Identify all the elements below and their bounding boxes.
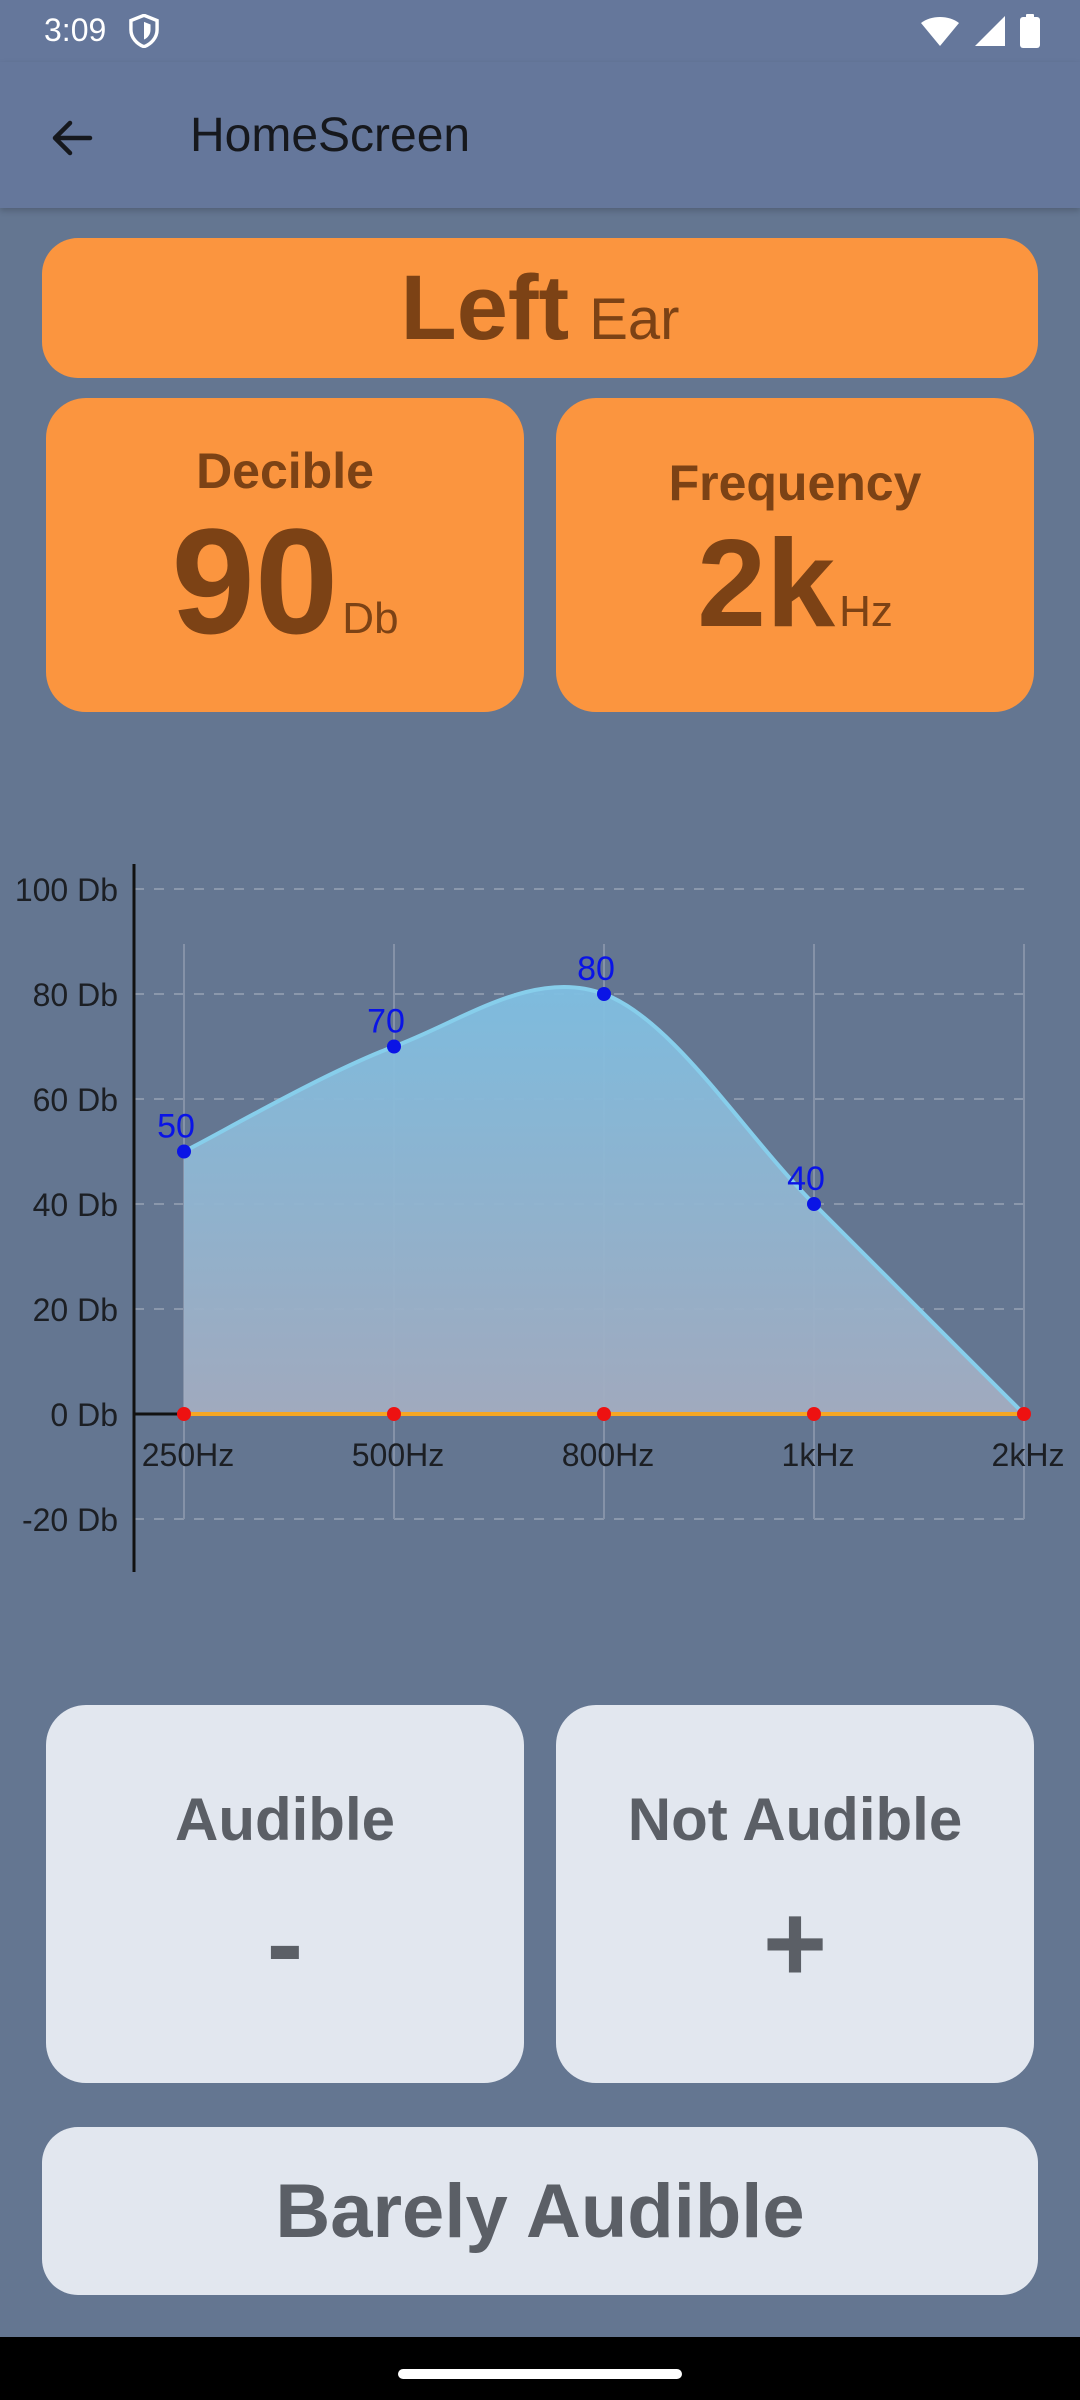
x-tick-label: 250Hz [142, 1437, 235, 1473]
data-label: 50 [157, 1108, 195, 1146]
decibel-value-row: 90 Db [46, 506, 524, 656]
hearing-chart-svg: 100 Db 80 Db 60 Db 40 Db 20 Db 0 Db -20 Db 50 70… [15, 864, 1065, 1572]
status-icons [920, 14, 1040, 48]
data-point [387, 1039, 401, 1054]
baseline-point [597, 1407, 611, 1421]
data-label: 80 [577, 950, 615, 988]
frequency-value-row: 2k Hz [556, 522, 1034, 646]
minus-icon: - [266, 1882, 304, 2005]
ear-banner: Left Ear [42, 238, 1038, 378]
baseline-point [1017, 1407, 1031, 1421]
status-time: 3:09 [44, 12, 107, 48]
battery-icon [1020, 14, 1040, 48]
app-bar: HomeScreen [0, 62, 1080, 208]
hearing-chart: 100 Db 80 Db 60 Db 40 Db 20 Db 0 Db -20 Db 50 70… [0, 850, 1080, 1590]
shield-icon [129, 14, 159, 48]
signal-icon [975, 16, 1005, 46]
frequency-label: Frequency [668, 455, 922, 511]
ear-word: Ear [589, 287, 680, 352]
navigation-bar [0, 2337, 1080, 2400]
data-label: 70 [367, 1003, 405, 1041]
x-tick-label: 2kHz [992, 1437, 1065, 1473]
frequency-unit: Hz [839, 587, 893, 636]
barely-audible-button[interactable]: Barely Audible [42, 2127, 1038, 2295]
y-tick-label: 40 Db [33, 1187, 118, 1223]
app-title: HomeScreen [190, 109, 471, 162]
data-point [177, 1144, 191, 1159]
y-tick-label: 100 Db [15, 872, 118, 908]
series-line [183, 984, 1026, 1416]
decibel-label: Decible [196, 443, 374, 499]
audible-button[interactable]: Audible - [46, 1705, 524, 2083]
audible-label: Audible [175, 1786, 395, 1853]
not-audible-label: Not Audible [627, 1786, 963, 1853]
decibel-unit: Db [342, 594, 399, 643]
baseline-point [387, 1407, 401, 1421]
y-tick-label: 0 Db [50, 1397, 118, 1433]
x-tick-label: 500Hz [352, 1437, 445, 1473]
data-label: 40 [787, 1160, 825, 1198]
y-tick-label: 80 Db [33, 977, 118, 1013]
status-bar: 3:09 [0, 0, 1080, 62]
series-area [184, 986, 1024, 1414]
not-audible-button[interactable]: Not Audible + [556, 1705, 1034, 2083]
decibel-card: Decible 90 Db [46, 398, 524, 712]
frequency-value: 2k [697, 515, 836, 653]
y-tick-label: 20 Db [33, 1292, 118, 1328]
x-tick-label: 800Hz [562, 1437, 655, 1473]
y-tick-label: 60 Db [33, 1082, 118, 1118]
back-button[interactable] [36, 102, 108, 174]
y-tick-label: -20 Db [22, 1502, 118, 1538]
ear-side: Left [400, 257, 570, 359]
frequency-card: Frequency 2k Hz [556, 398, 1034, 712]
home-handle[interactable] [398, 2369, 682, 2379]
baseline-point [807, 1407, 821, 1421]
data-point [807, 1197, 821, 1211]
data-point [597, 987, 611, 1001]
decibel-value: 90 [171, 497, 339, 665]
x-tick-label: 1kHz [782, 1437, 855, 1473]
plus-icon: + [762, 1882, 828, 2005]
arrow-back-icon [52, 120, 93, 156]
wifi-icon [921, 17, 959, 46]
baseline-point [177, 1407, 191, 1421]
